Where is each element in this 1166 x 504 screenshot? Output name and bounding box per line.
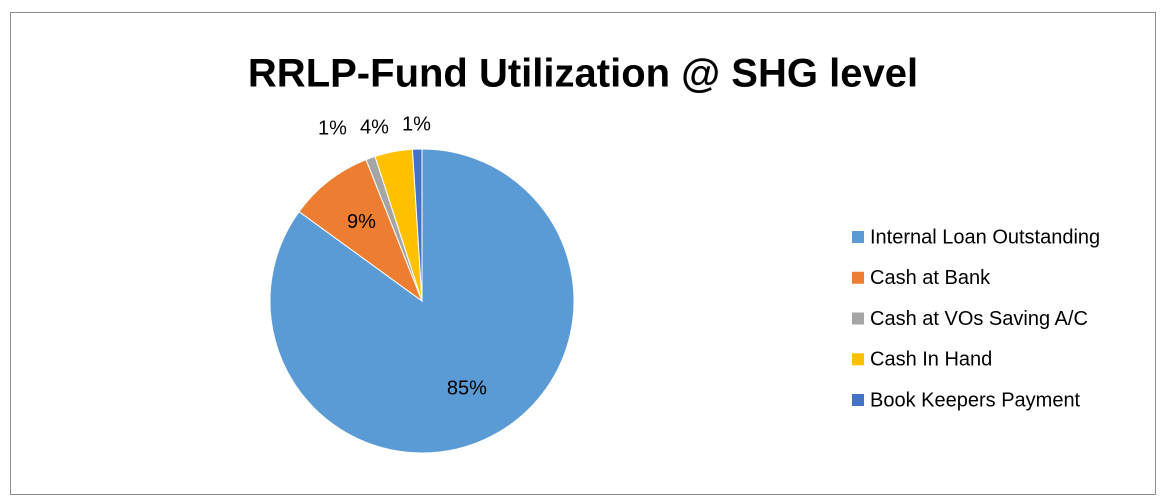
legend-text: Cash In Hand bbox=[870, 349, 992, 371]
data-label: 4% bbox=[360, 116, 389, 138]
pie-slice bbox=[411, 148, 423, 302]
chart-title: RRLP-Fund Utilization @ SHG level bbox=[248, 52, 918, 96]
legend-swatch bbox=[852, 394, 864, 406]
legend-text: Cash at Bank bbox=[870, 267, 991, 289]
legend-swatch bbox=[852, 312, 864, 325]
data-label: 9% bbox=[347, 211, 376, 233]
legend-text: Cash at VOs Saving A/C bbox=[870, 308, 1088, 330]
legend-swatch bbox=[852, 271, 864, 284]
legend-swatch bbox=[852, 231, 864, 243]
legend-text: Internal Loan Outstanding bbox=[870, 226, 1100, 248]
legend-text: Book Keepers Payment bbox=[870, 389, 1081, 411]
pie-slice bbox=[298, 159, 424, 303]
data-label: 85% bbox=[447, 377, 487, 399]
data-label: 1% bbox=[402, 113, 431, 135]
legend-swatch bbox=[852, 353, 864, 366]
data-label: 1% bbox=[318, 118, 347, 140]
chart-frame bbox=[10, 12, 1156, 495]
